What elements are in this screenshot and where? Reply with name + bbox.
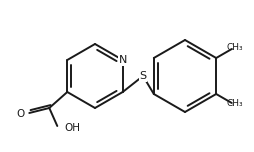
Text: CH₃: CH₃ xyxy=(227,100,244,109)
Text: OH: OH xyxy=(64,123,80,133)
Text: O: O xyxy=(16,109,24,119)
Text: N: N xyxy=(119,55,127,65)
Text: S: S xyxy=(139,71,147,81)
Text: CH₃: CH₃ xyxy=(227,43,244,52)
